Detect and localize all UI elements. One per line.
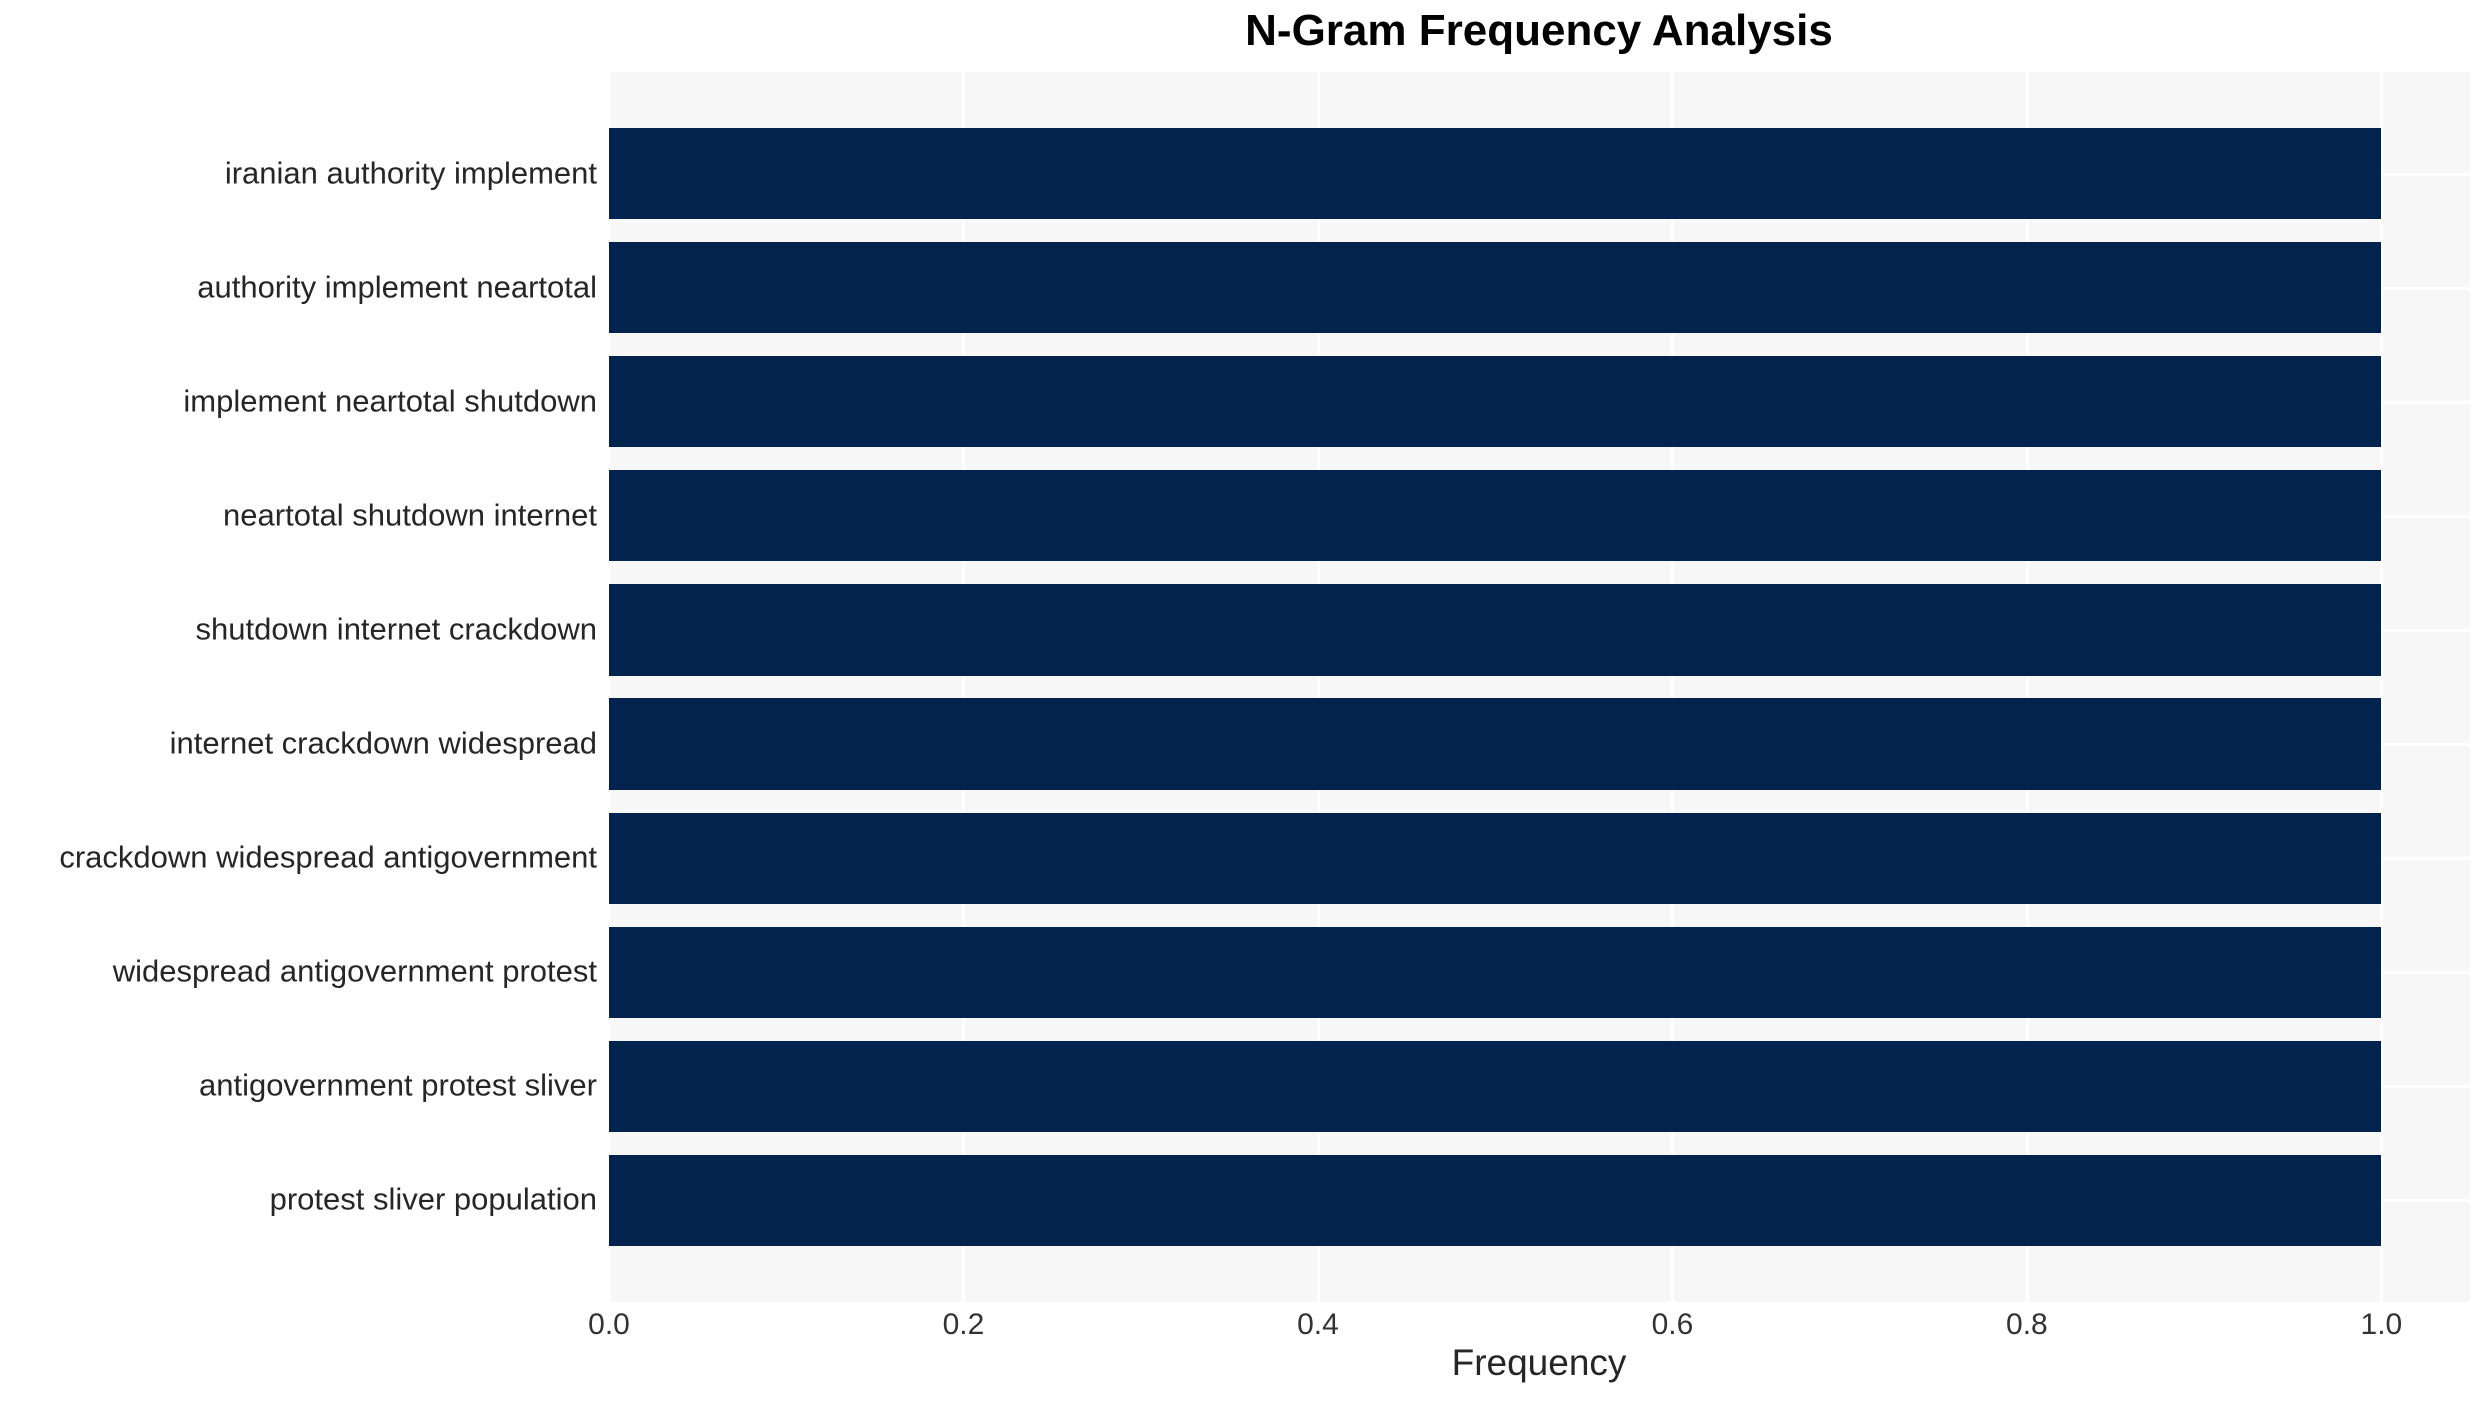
x-tick-label: 0.2 (942, 1308, 985, 1341)
bar (609, 127, 2382, 220)
y-tick-label: internet crackdown widespread (169, 725, 597, 761)
x-gridline (608, 72, 611, 1302)
y-tick-label: iranian authority implement (224, 155, 597, 191)
x-tick-label: 1.0 (2360, 1308, 2403, 1341)
bar (609, 812, 2382, 904)
y-tick-label: antigovernment protest sliver (198, 1068, 597, 1104)
x-tick-label: 0.0 (588, 1308, 630, 1341)
x-axis-title: Frequency (1451, 1342, 1627, 1383)
bar (609, 470, 2382, 562)
bar (609, 926, 2382, 1018)
y-tick-label: neartotal shutdown internet (223, 497, 597, 533)
chart-title: N-Gram Frequency Analysis (1245, 6, 1833, 55)
y-tick-label: authority implement neartotal (197, 269, 597, 305)
x-tick-label: 0.6 (1651, 1308, 1694, 1341)
y-tick-label: protest sliver population (269, 1182, 597, 1218)
x-tick-label: 0.8 (2006, 1308, 2048, 1341)
x-gridline (2025, 72, 2029, 1302)
plot-area (608, 72, 2470, 1302)
bar (609, 698, 2382, 790)
y-tick-label: widespread antigovernment protest (112, 953, 597, 989)
y-tick-label: implement neartotal shutdown (183, 383, 597, 419)
x-gridline (1316, 72, 1320, 1302)
x-gridline (1671, 72, 1675, 1302)
bar (609, 1154, 2382, 1247)
x-tick-label: 0.4 (1297, 1308, 1339, 1341)
x-gridline (2380, 72, 2384, 1302)
y-tick-label: shutdown internet crackdown (195, 611, 597, 647)
bar (609, 356, 2382, 448)
bar (609, 1040, 2382, 1132)
y-tick-label: crackdown widespread antigovernment (59, 839, 597, 875)
bar (609, 242, 2382, 334)
bar (609, 584, 2382, 676)
x-gridline (962, 72, 966, 1302)
